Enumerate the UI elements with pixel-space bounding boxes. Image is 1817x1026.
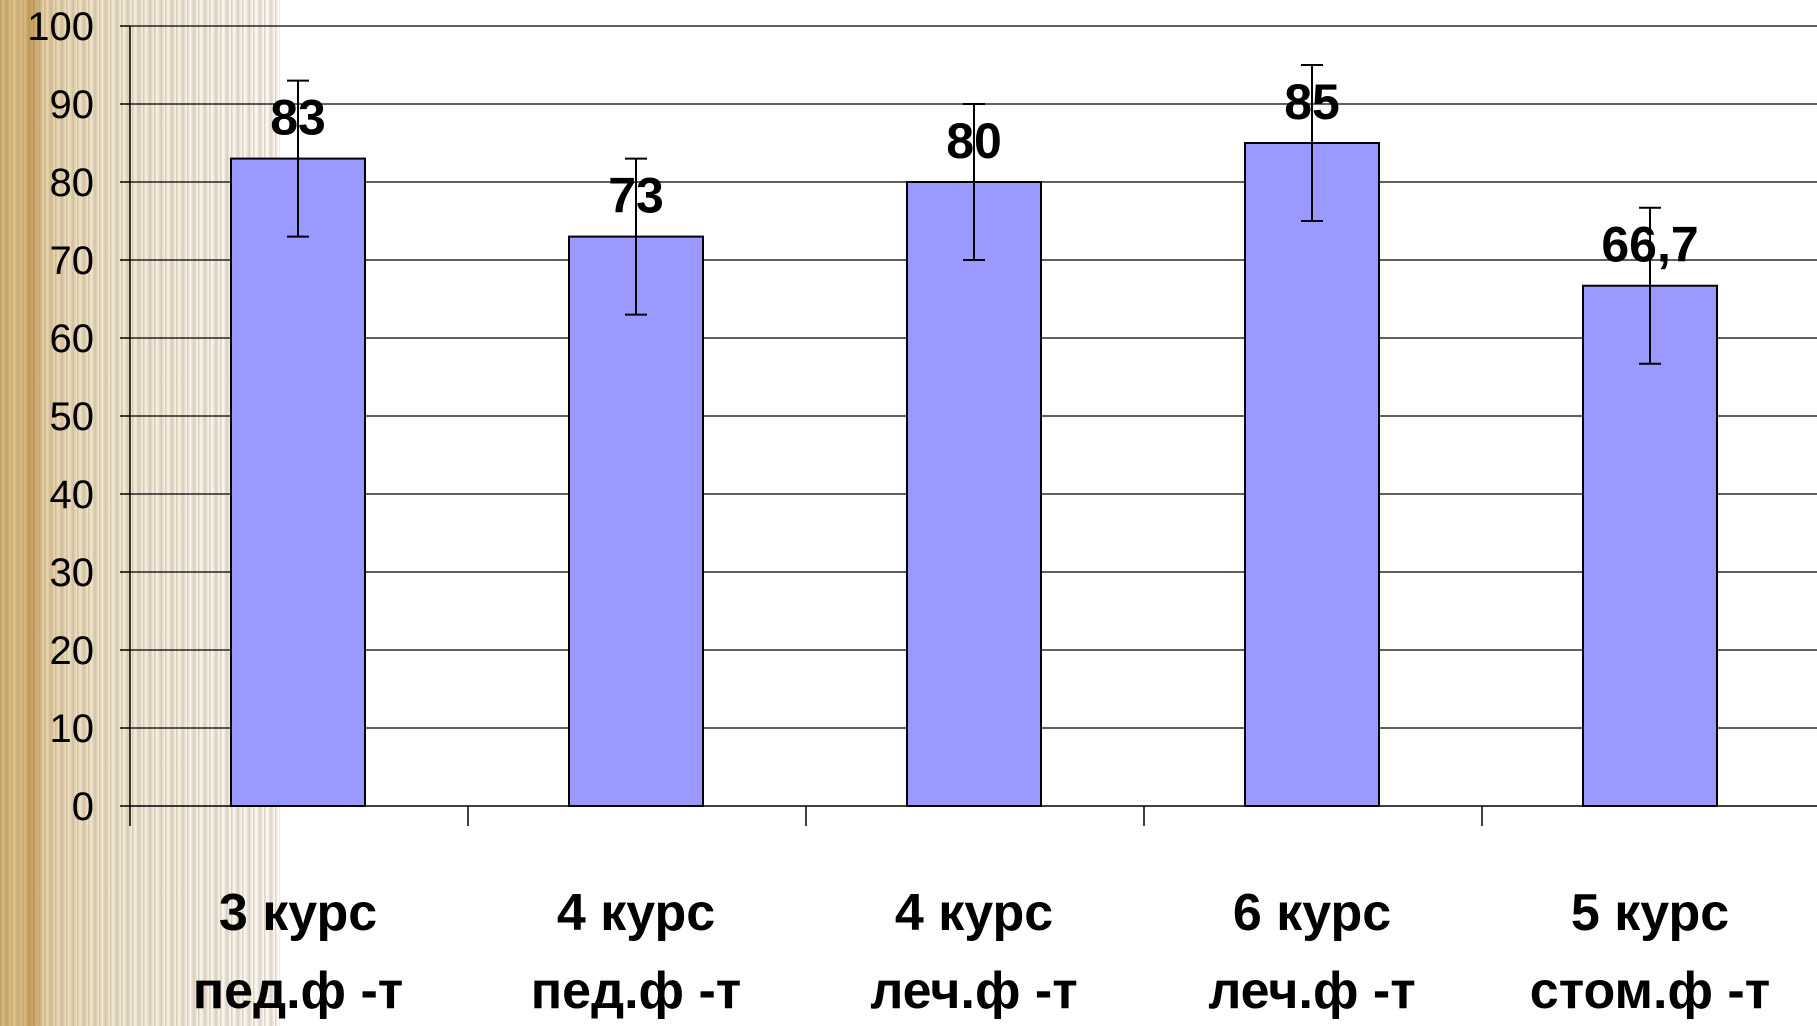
bar xyxy=(1582,284,1718,807)
x-category-label: 6 курс xyxy=(1233,884,1391,942)
error-bars xyxy=(287,64,1661,365)
data-label: 85 xyxy=(1284,74,1340,130)
labels: 0 10 20 30 40 50 60 70 80 90 100 83 3 курс пед.ф -т 73… xyxy=(27,5,1770,1020)
data-label: 83 xyxy=(270,90,326,146)
x-category-label: леч.ф -т xyxy=(870,962,1077,1020)
y-tick-label: 10 xyxy=(50,707,95,751)
bar xyxy=(230,157,366,808)
x-category-label: 3 курс xyxy=(219,884,377,942)
x-category-label: 4 курс xyxy=(557,884,715,942)
x-category-label: пед.ф -т xyxy=(193,962,404,1020)
y-tick-label: 20 xyxy=(50,629,95,673)
y-tick-label: 60 xyxy=(50,317,95,361)
y-tick-label: 0 xyxy=(72,785,94,829)
data-label: 80 xyxy=(946,113,1002,169)
x-category-label: пед.ф -т xyxy=(531,962,742,1020)
y-tick-label: 40 xyxy=(50,473,95,517)
bars xyxy=(230,142,1718,808)
data-label: 66,7 xyxy=(1601,217,1698,273)
x-category-label: 5 курс xyxy=(1571,884,1729,942)
bar xyxy=(1244,142,1380,807)
bar xyxy=(906,181,1042,807)
x-category-label: стом.ф -т xyxy=(1530,962,1770,1020)
data-label: 73 xyxy=(608,168,664,224)
y-tick-label: 80 xyxy=(50,161,95,205)
y-tick-label: 90 xyxy=(50,83,95,127)
x-category-label: 4 курс xyxy=(895,884,1053,942)
y-tick-label: 50 xyxy=(50,395,95,439)
bar xyxy=(568,235,704,808)
y-tick-label: 70 xyxy=(50,239,95,283)
y-tick-label: 100 xyxy=(27,5,94,49)
x-category-label: леч.ф -т xyxy=(1208,962,1415,1020)
y-tick-label: 30 xyxy=(50,551,95,595)
